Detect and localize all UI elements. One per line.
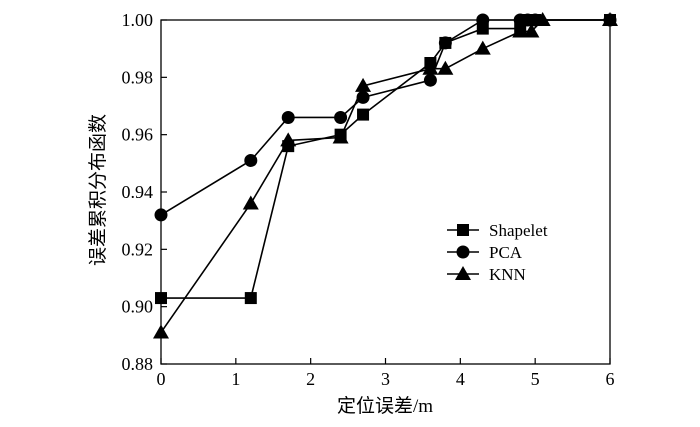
y-axis-title: 误差累积分布函数 xyxy=(87,114,109,266)
x-tick-label: 2 xyxy=(306,369,315,389)
point-shapelet-square-marker xyxy=(155,292,167,305)
series-knn xyxy=(153,12,618,339)
point-shapelet-square-marker xyxy=(357,108,370,121)
y-tick-label: 0.96 xyxy=(122,125,154,145)
legend-shapelet-square-marker xyxy=(457,224,469,236)
legend-item-knn: KNN xyxy=(447,265,526,284)
legend-item-shapelet: Shapelet xyxy=(447,221,548,240)
plot-area-border xyxy=(160,19,611,365)
x-tick-label: 0 xyxy=(157,369,166,389)
point-shapelet-square-marker xyxy=(476,22,489,35)
x-axis-title: 定位误差/m xyxy=(337,395,433,417)
x-tick-label: 1 xyxy=(231,369,240,389)
x-tick-label: 5 xyxy=(531,369,540,389)
x-tick-label: 3 xyxy=(381,369,390,389)
point-knn-triangle-marker xyxy=(512,23,529,38)
point-knn-triangle-marker xyxy=(602,12,618,26)
point-pca-circle-marker xyxy=(154,208,168,222)
y-tick-label: 0.88 xyxy=(122,354,154,374)
x-tick-label: 4 xyxy=(456,369,465,389)
legend-label-pca: PCA xyxy=(489,243,523,262)
point-knn-triangle-marker xyxy=(474,40,491,55)
series-lines xyxy=(153,12,618,339)
plot-frame xyxy=(160,19,611,365)
point-knn-triangle-marker xyxy=(153,324,169,339)
y-tick-label: 0.98 xyxy=(122,67,154,87)
x-tick-label: 6 xyxy=(606,369,615,389)
point-knn-triangle-marker xyxy=(523,23,540,38)
legend: Shapelet PCA KNN xyxy=(447,221,548,284)
point-pca-circle-marker xyxy=(281,110,295,124)
point-pca-circle-marker xyxy=(438,36,452,50)
point-knn-triangle-marker xyxy=(422,60,439,75)
point-knn-triangle-marker xyxy=(332,129,349,144)
point-knn-triangle-marker xyxy=(242,195,259,210)
point-shapelet-square-marker xyxy=(244,292,257,305)
point-pca-circle-marker xyxy=(334,110,348,124)
legend-label-knn: KNN xyxy=(489,265,526,284)
point-pca-circle-marker xyxy=(423,73,437,87)
legend-pca-circle-marker xyxy=(456,245,470,259)
point-pca-circle-marker xyxy=(476,13,490,27)
y-tick-label: 0.94 xyxy=(122,182,154,202)
point-knn-triangle-marker xyxy=(534,12,551,26)
legend-knn-triangle-marker xyxy=(455,266,471,280)
series-shapelet xyxy=(155,14,616,305)
point-knn-triangle-marker xyxy=(355,77,372,92)
series-pca xyxy=(154,13,617,222)
series-line-knn xyxy=(160,19,610,333)
point-knn-triangle-marker xyxy=(437,60,454,75)
legend-label-shapelet: Shapelet xyxy=(489,221,548,240)
series-line-pca xyxy=(160,19,610,216)
series-line-shapelet xyxy=(161,19,610,299)
y-tick-label: 0.92 xyxy=(122,239,154,259)
point-knn-triangle-marker xyxy=(280,132,297,147)
point-pca-circle-marker xyxy=(244,153,258,167)
y-tick-label: 1.00 xyxy=(122,10,154,30)
legend-item-pca: PCA xyxy=(447,243,523,262)
y-tick-label: 0.90 xyxy=(122,297,154,317)
axis-ticks: 0 1 2 3 4 5 6 0.88 0.90 0.92 0.94 0.96 0.98 1.00 xyxy=(122,10,615,389)
